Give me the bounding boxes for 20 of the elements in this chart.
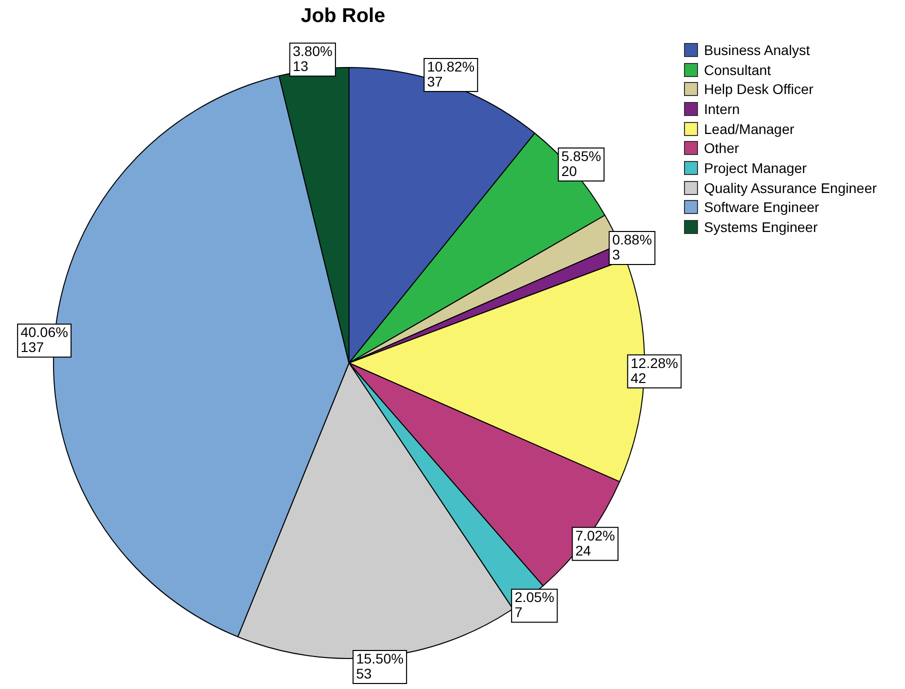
- legend-label: Business Analyst: [704, 42, 810, 58]
- data-label: 5.85% 20: [561, 148, 602, 179]
- legend-label: Project Manager: [704, 160, 807, 176]
- legend-label: Software Engineer: [704, 199, 820, 216]
- legend-label: Systems Engineer: [704, 219, 818, 236]
- chart-title: Job Role: [300, 5, 386, 28]
- legend-label: Intern: [704, 100, 740, 117]
- data-label: 2.05% 7: [514, 589, 554, 620]
- data-label: 15.50% 53: [356, 650, 404, 682]
- legend-label: Other: [704, 140, 740, 156]
- data-label: 0.88% 3: [612, 231, 652, 262]
- data-label: 12.28% 42: [630, 354, 678, 386]
- legend-label: Consultant: [704, 62, 771, 78]
- data-label: 7.02% 24: [575, 527, 616, 558]
- legend-label: Lead/Manager: [704, 120, 794, 137]
- data-label: 40.06% 137: [20, 324, 68, 355]
- legend-label: Help Desk Officer: [704, 81, 814, 98]
- data-label: 3.80% 13: [292, 43, 332, 74]
- legend-label: Quality Assurance Engineer: [704, 180, 877, 196]
- data-label: 10.82% 37: [427, 58, 475, 90]
